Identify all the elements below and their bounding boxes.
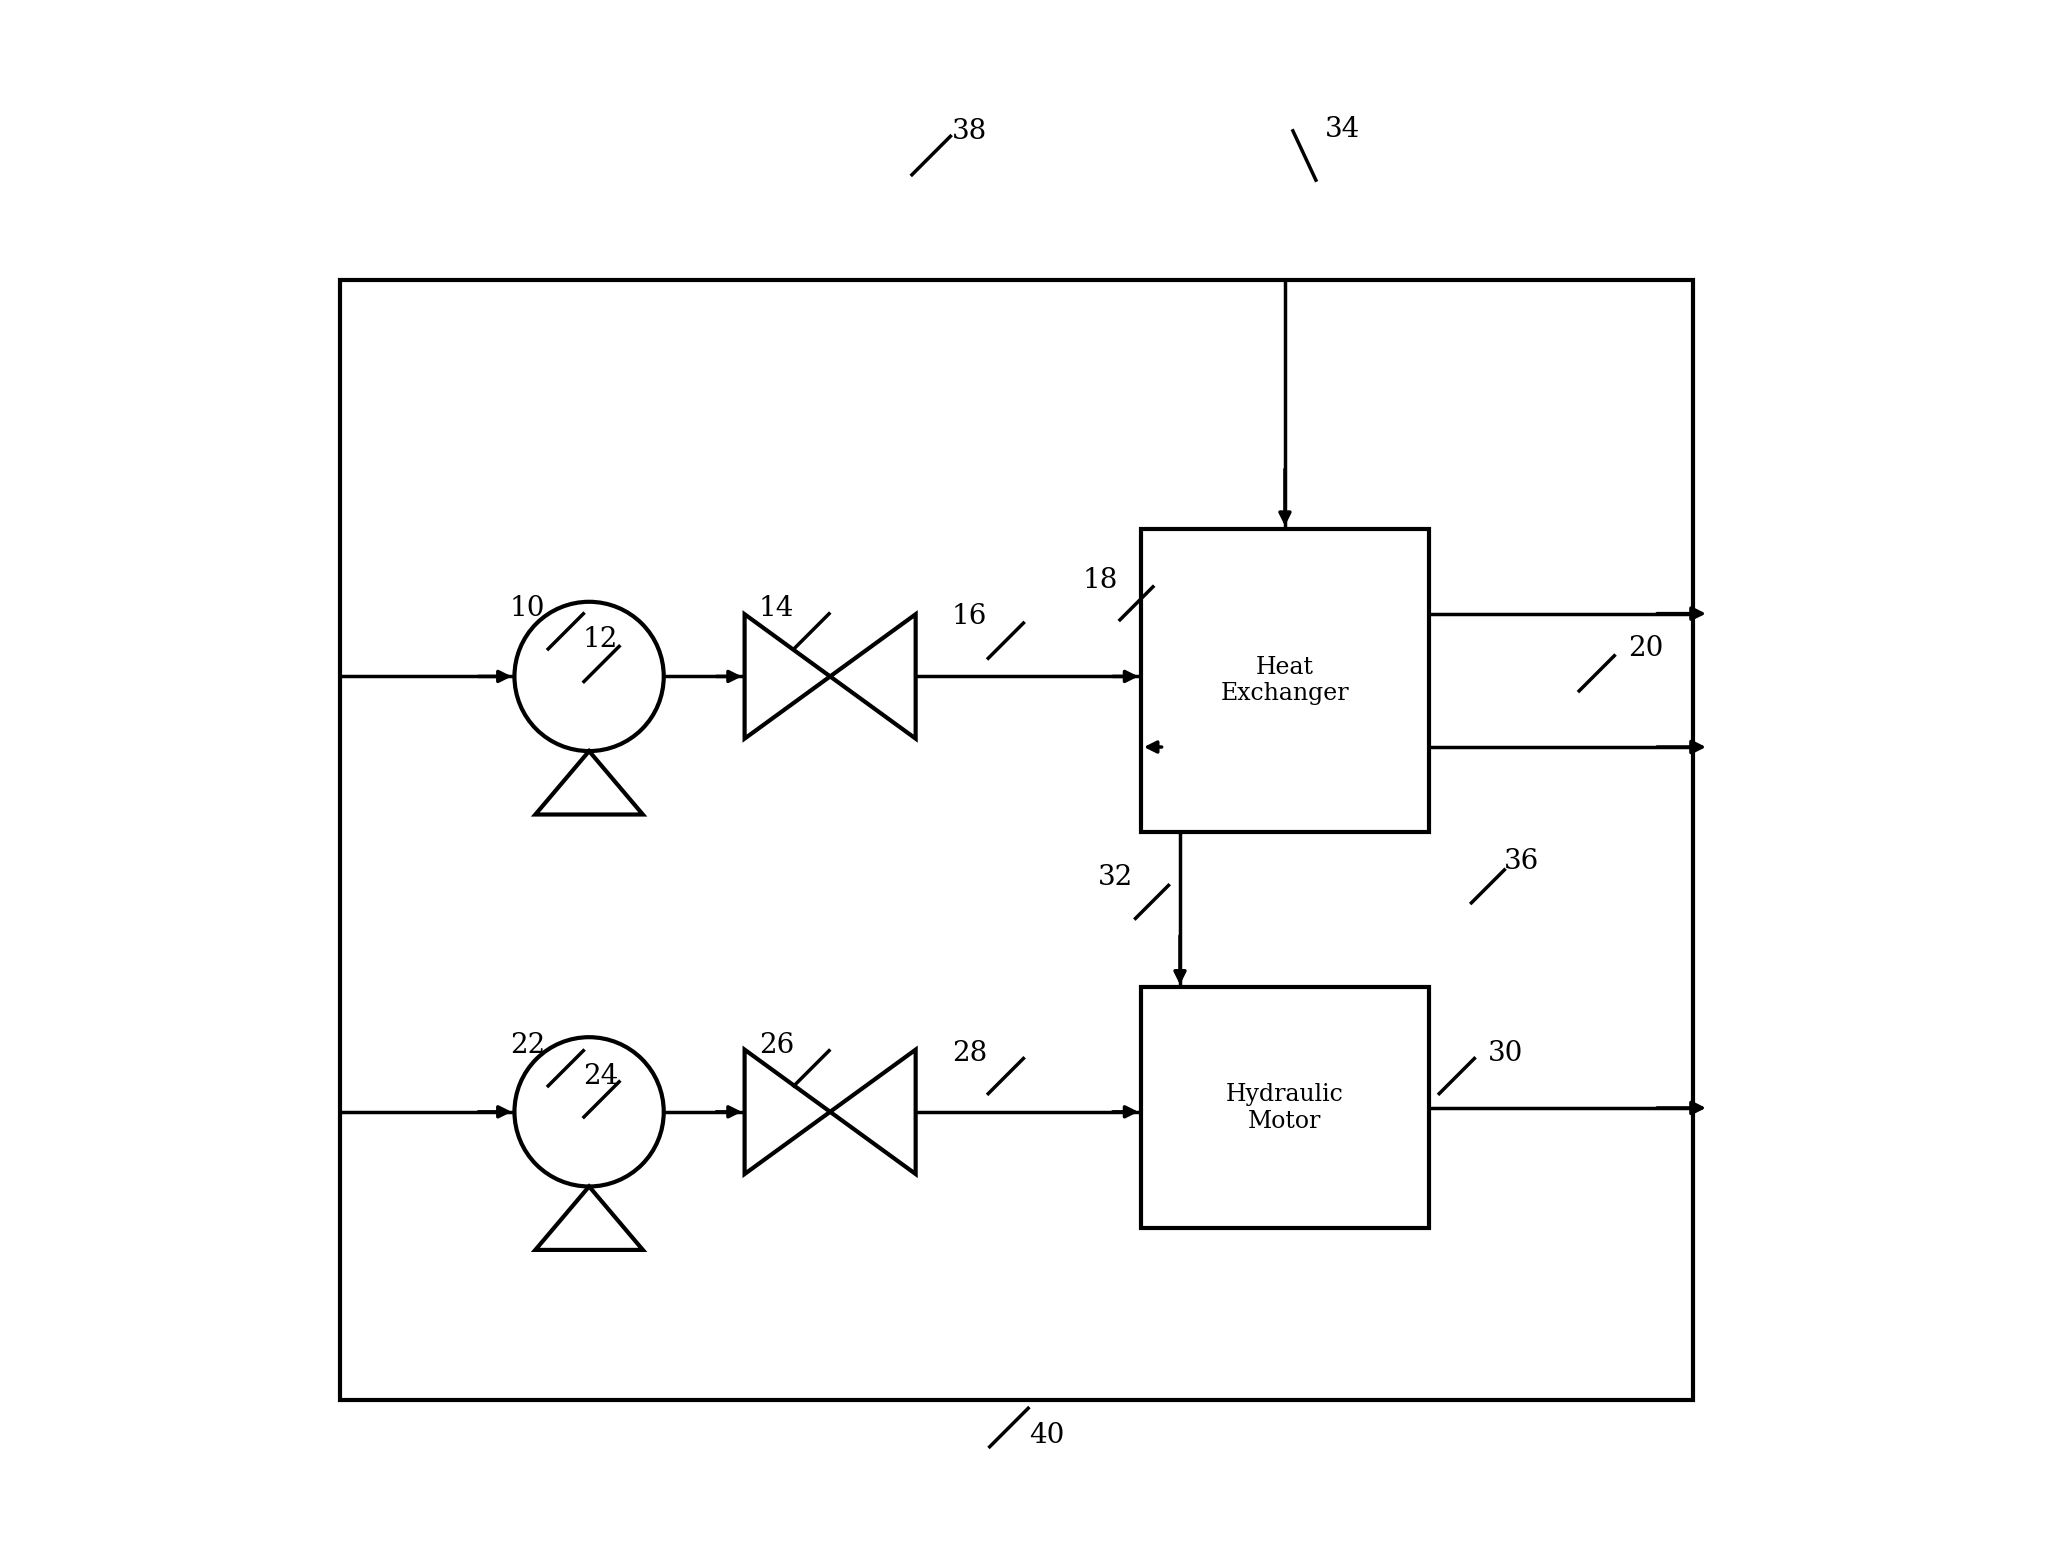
Text: 18: 18 xyxy=(1082,568,1119,594)
Text: 16: 16 xyxy=(953,603,988,630)
Text: 14: 14 xyxy=(758,596,795,622)
Text: 24: 24 xyxy=(582,1064,619,1090)
Text: 34: 34 xyxy=(1324,117,1361,143)
Polygon shape xyxy=(744,614,830,739)
Polygon shape xyxy=(535,751,643,815)
Polygon shape xyxy=(830,1050,916,1174)
Circle shape xyxy=(514,602,664,751)
Bar xyxy=(1141,987,1428,1228)
Text: 36: 36 xyxy=(1504,849,1539,875)
Text: 26: 26 xyxy=(758,1033,795,1059)
Text: 40: 40 xyxy=(1029,1423,1065,1449)
Polygon shape xyxy=(830,614,916,739)
Text: 12: 12 xyxy=(582,627,619,653)
Bar xyxy=(1141,529,1428,832)
Text: 38: 38 xyxy=(951,118,988,145)
Bar xyxy=(340,280,1692,1400)
Polygon shape xyxy=(744,1050,830,1174)
Text: Hydraulic
Motor: Hydraulic Motor xyxy=(1225,1084,1344,1132)
Text: 30: 30 xyxy=(1488,1040,1522,1067)
Text: 28: 28 xyxy=(953,1040,988,1067)
Text: 10: 10 xyxy=(510,596,545,622)
Circle shape xyxy=(514,1037,664,1186)
Text: 32: 32 xyxy=(1098,865,1133,891)
Text: Heat
Exchanger: Heat Exchanger xyxy=(1221,656,1350,704)
Polygon shape xyxy=(535,1186,643,1250)
Text: 22: 22 xyxy=(510,1033,545,1059)
Text: 20: 20 xyxy=(1627,636,1664,662)
